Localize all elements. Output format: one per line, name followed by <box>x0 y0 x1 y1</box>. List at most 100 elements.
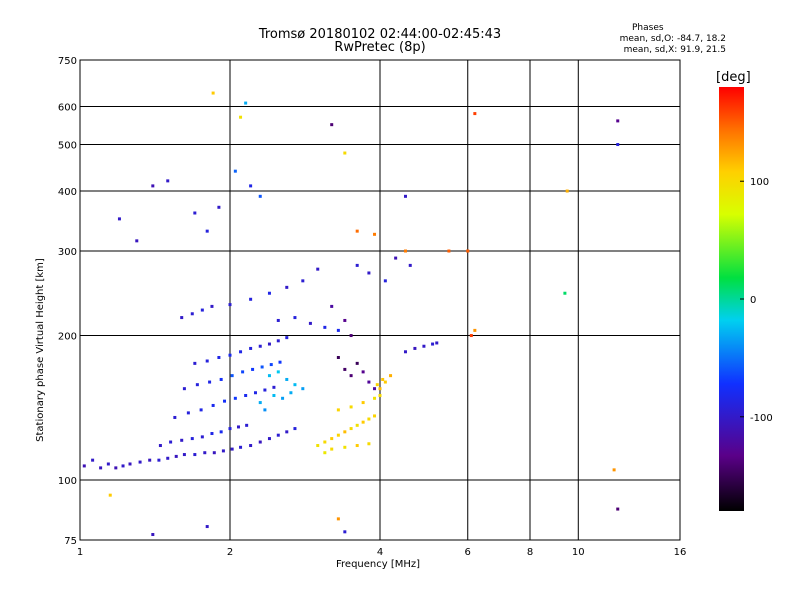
data-point <box>355 361 359 365</box>
data-point <box>239 115 243 119</box>
data-point <box>267 291 271 295</box>
data-point <box>349 405 353 409</box>
stats-x-mode: mean, sd,X: 91.9, 21.5 <box>623 45 726 55</box>
data-point <box>193 453 197 457</box>
data-point <box>285 285 289 289</box>
data-point <box>276 370 280 374</box>
data-point <box>258 194 262 198</box>
data-point <box>343 430 347 434</box>
data-point <box>435 341 439 345</box>
stats-heading: Phases <box>632 23 664 33</box>
data-point <box>355 444 359 448</box>
data-point <box>219 377 223 381</box>
data-point <box>210 304 214 308</box>
data-point <box>108 493 112 497</box>
data-point <box>323 325 327 329</box>
y-axis-label: Stationary phase Virtual Height [km] <box>35 258 46 442</box>
y-tick-label: 750 <box>58 56 77 67</box>
data-point <box>263 388 267 392</box>
data-point <box>267 374 271 378</box>
data-point <box>301 279 305 283</box>
data-point <box>408 263 412 267</box>
data-point <box>200 308 204 312</box>
data-point <box>174 454 178 458</box>
data-point <box>228 427 232 431</box>
data-point <box>258 344 262 348</box>
data-point <box>612 468 616 472</box>
data-point <box>99 466 103 470</box>
x-tick-label: 10 <box>572 547 585 558</box>
data-point <box>148 458 152 462</box>
data-point <box>616 143 620 147</box>
data-point <box>367 271 371 275</box>
data-point <box>244 101 248 105</box>
data-point <box>228 303 232 307</box>
x-tick-label: 4 <box>377 547 383 558</box>
data-point <box>343 318 347 322</box>
data-point <box>249 184 253 188</box>
x-tick-label: 6 <box>465 547 471 558</box>
data-point <box>210 432 214 436</box>
data-point <box>263 408 267 412</box>
colorbar-label: [deg] <box>716 70 751 85</box>
colorbar-tick-label: 0 <box>750 295 756 306</box>
data-point <box>195 383 199 387</box>
data-point <box>403 194 407 198</box>
data-point <box>138 460 142 464</box>
data-point <box>349 427 353 431</box>
data-point <box>180 438 184 442</box>
data-point <box>383 279 387 283</box>
data-point <box>239 445 243 449</box>
data-point <box>361 370 365 374</box>
data-point <box>343 445 347 449</box>
data-point <box>466 249 470 253</box>
data-point <box>276 339 280 343</box>
data-point <box>199 408 203 412</box>
data-point <box>278 360 282 364</box>
stats-o-mode: mean, sd,O: -84.7, 18.2 <box>619 34 726 44</box>
data-point <box>469 334 473 338</box>
data-point <box>367 417 371 421</box>
data-point <box>367 380 371 384</box>
data-point <box>373 232 377 236</box>
data-point <box>82 464 86 468</box>
x-tick-label: 8 <box>527 547 533 558</box>
data-point <box>355 229 359 233</box>
data-point <box>211 91 215 95</box>
data-point <box>166 179 170 183</box>
data-point <box>323 440 327 444</box>
data-point <box>245 423 249 427</box>
data-point <box>272 394 276 398</box>
data-point <box>241 370 245 374</box>
data-point <box>349 374 353 378</box>
data-point <box>330 123 334 127</box>
data-point <box>267 342 271 346</box>
data-point <box>616 507 620 511</box>
data-point <box>378 394 382 398</box>
data-point <box>182 387 186 391</box>
data-point <box>217 355 221 359</box>
data-point <box>230 447 234 451</box>
x-tick-label: 2 <box>227 547 233 558</box>
y-tick-label: 600 <box>58 103 77 114</box>
data-point <box>355 263 359 267</box>
data-point <box>158 444 162 448</box>
data-point <box>316 444 320 448</box>
data-point <box>276 433 280 437</box>
data-point <box>217 205 221 209</box>
data-point <box>117 217 121 221</box>
data-point <box>128 462 132 466</box>
data-point <box>173 415 177 419</box>
data-point <box>223 399 227 403</box>
chart-title: Tromsø 20180102 02:44:00-02:45:43 <box>258 27 502 42</box>
y-tick-label: 100 <box>58 476 77 487</box>
data-point <box>343 367 347 371</box>
data-point <box>330 447 334 451</box>
data-point <box>151 184 155 188</box>
data-point <box>563 291 567 295</box>
data-point <box>336 517 340 521</box>
data-point <box>289 391 293 395</box>
data-point <box>316 267 320 271</box>
data-point <box>151 533 155 537</box>
